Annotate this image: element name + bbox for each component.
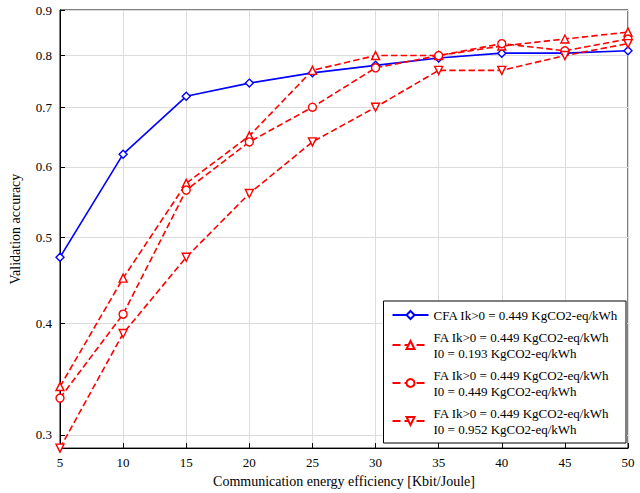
svg-text:50: 50 bbox=[622, 455, 635, 470]
svg-text:0.4: 0.4 bbox=[36, 316, 53, 331]
svg-text:I0 = 0.449 KgCO2-eq/kWh: I0 = 0.449 KgCO2-eq/kWh bbox=[434, 384, 578, 399]
svg-text:FA Ik>0 = 0.449 KgCO2-eq/kWh: FA Ik>0 = 0.449 KgCO2-eq/kWh bbox=[434, 368, 610, 383]
svg-text:0.8: 0.8 bbox=[36, 48, 52, 63]
svg-text:0.9: 0.9 bbox=[36, 3, 52, 18]
svg-text:Validation accuracy: Validation accuracy bbox=[8, 174, 23, 285]
svg-text:40: 40 bbox=[495, 455, 508, 470]
svg-text:0.3: 0.3 bbox=[36, 427, 52, 442]
svg-text:45: 45 bbox=[558, 455, 571, 470]
svg-text:25: 25 bbox=[306, 455, 319, 470]
svg-text:0.5: 0.5 bbox=[36, 230, 52, 245]
svg-text:CFA Ik>0 = 0.449 KgCO2-eq/kWh: CFA Ik>0 = 0.449 KgCO2-eq/kWh bbox=[434, 308, 618, 323]
svg-text:0.7: 0.7 bbox=[36, 100, 53, 115]
svg-text:35: 35 bbox=[432, 455, 445, 470]
svg-text:FA Ik>0 = 0.449 KgCO2-eq/kWh: FA Ik>0 = 0.449 KgCO2-eq/kWh bbox=[434, 406, 610, 421]
svg-text:5: 5 bbox=[57, 455, 64, 470]
svg-text:I0 = 0.952 KgCO2-eq/kWh: I0 = 0.952 KgCO2-eq/kWh bbox=[434, 422, 578, 437]
svg-text:20: 20 bbox=[243, 455, 256, 470]
svg-text:15: 15 bbox=[180, 455, 193, 470]
svg-text:I0 = 0.193 KgCO2-eq/kWh: I0 = 0.193 KgCO2-eq/kWh bbox=[434, 346, 578, 361]
svg-text:0.6: 0.6 bbox=[36, 159, 53, 174]
svg-text:10: 10 bbox=[117, 455, 130, 470]
svg-text:FA Ik>0 = 0.449 KgCO2-eq/kWh: FA Ik>0 = 0.449 KgCO2-eq/kWh bbox=[434, 330, 610, 345]
svg-text:30: 30 bbox=[369, 455, 382, 470]
svg-text:Communication energy efficienc: Communication energy efficiency [Kbit/Jo… bbox=[213, 474, 475, 489]
